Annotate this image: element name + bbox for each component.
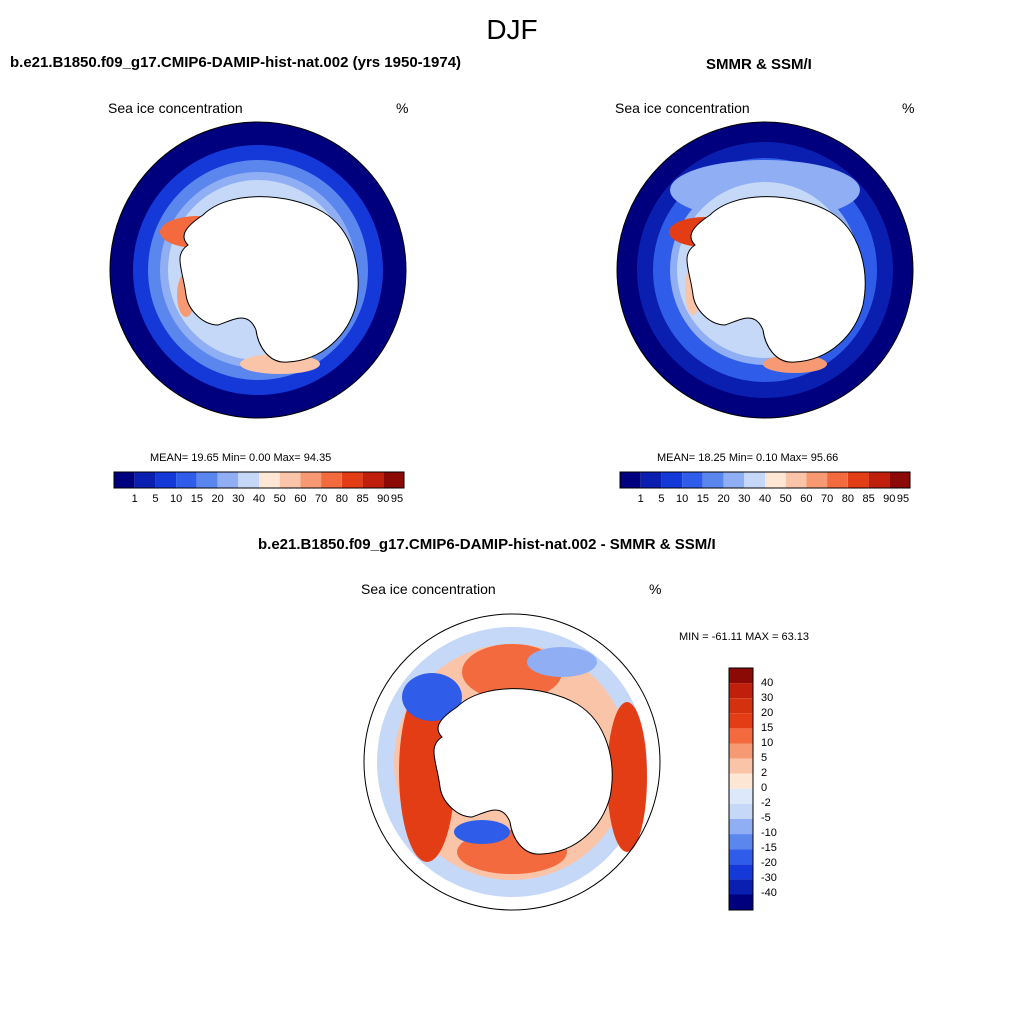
colorbar-tick-label: 5 [152,493,159,505]
colorbar-tick-label: 30 [738,493,751,505]
colorbar-tick-label: 20 [761,707,774,719]
colorbar-tick-label: -10 [761,827,777,839]
colorbar-tick-label: 2 [761,767,768,779]
colorbar-tick-label: -20 [761,857,777,869]
difference-colorbar-labels: 40 30 20 15 10 5 2 0 -2 -5 -10 -15 -20 -… [761,668,801,910]
colorbar-tick-label: 40 [252,493,266,505]
colorbar-tick-label: 95 [896,493,910,505]
difference-panel-title: b.e21.B1850.f09_g17.CMIP6-DAMIP-hist-nat… [258,536,716,553]
colorbar-tick-label: 1 [131,493,138,505]
colorbar-tick-label: 90 [377,493,390,505]
colorbar-tick-label: 85 [862,493,875,505]
obs-stats: MEAN= 18.25 Min= 0.10 Max= 95.66 [657,452,839,464]
colorbar-tick-label: 10 [761,737,774,749]
colorbar-tick-label: 5 [761,752,768,764]
obs-units-label: % [902,100,915,116]
colorbar-tick-label: 30 [232,493,245,505]
colorbar-tick-label: 0 [761,782,768,794]
colorbar-tick-label: 70 [820,493,834,505]
colorbar-tick-label: 20 [211,493,224,505]
colorbar-tick-label: 40 [758,493,772,505]
colorbar-tick-label: 1 [637,493,644,505]
colorbar-tick-label: 10 [675,493,689,505]
difference-map [363,613,661,911]
colorbar-tick-label: -2 [761,797,771,809]
obs-colorbar [619,471,911,489]
colorbar-tick-label: 60 [800,493,813,505]
model-colorbar-labels: 1 5 10 15 20 30 40 50 60 70 80 85 90 95 [114,493,404,507]
colorbar-tick-label: -30 [761,872,777,884]
colorbar-tick-label: -40 [761,887,777,899]
model-stats: MEAN= 19.65 Min= 0.00 Max= 94.35 [150,452,332,464]
model-units-label: % [396,100,409,116]
obs-colorbar-labels: 1 5 10 15 20 30 40 50 60 70 80 85 90 95 [620,493,910,507]
colorbar-tick-label: 80 [841,493,855,505]
colorbar-tick-label: 50 [779,493,792,505]
model-panel-title: b.e21.B1850.f09_g17.CMIP6-DAMIP-hist-nat… [10,54,462,71]
colorbar-tick-label: 95 [390,493,404,505]
colorbar-tick-label: 70 [314,493,328,505]
colorbar-tick-label: 90 [883,493,896,505]
colorbar-tick-label: 40 [761,677,774,689]
difference-units-label: % [649,581,662,597]
colorbar-tick-label: 10 [169,493,183,505]
colorbar-tick-label: 15 [761,722,774,734]
model-variable-label: Sea ice concentration [108,100,243,116]
colorbar-tick-label: 30 [761,692,774,704]
colorbar-tick-label: 20 [717,493,730,505]
obs-variable-label: Sea ice concentration [615,100,750,116]
obs-panel-title: SMMR & SSM/I [706,56,812,73]
model-map [108,121,408,420]
colorbar-tick-label: -15 [761,842,777,854]
model-colorbar [113,471,405,489]
colorbar-tick-label: 15 [190,493,204,505]
difference-variable-label: Sea ice concentration [361,581,496,597]
colorbar-tick-label: 15 [696,493,710,505]
difference-stats: MIN = -61.11 MAX = 63.13 [679,631,810,643]
colorbar-tick-label: 50 [273,493,286,505]
colorbar-tick-label: 60 [294,493,307,505]
colorbar-tick-label: 85 [356,493,369,505]
colorbar-tick-label: -5 [761,812,771,824]
colorbar-tick-label: 80 [335,493,349,505]
colorbar-tick-label: 5 [658,493,665,505]
difference-colorbar [728,667,754,911]
obs-map [615,121,915,420]
figure-title: DJF [486,14,538,45]
